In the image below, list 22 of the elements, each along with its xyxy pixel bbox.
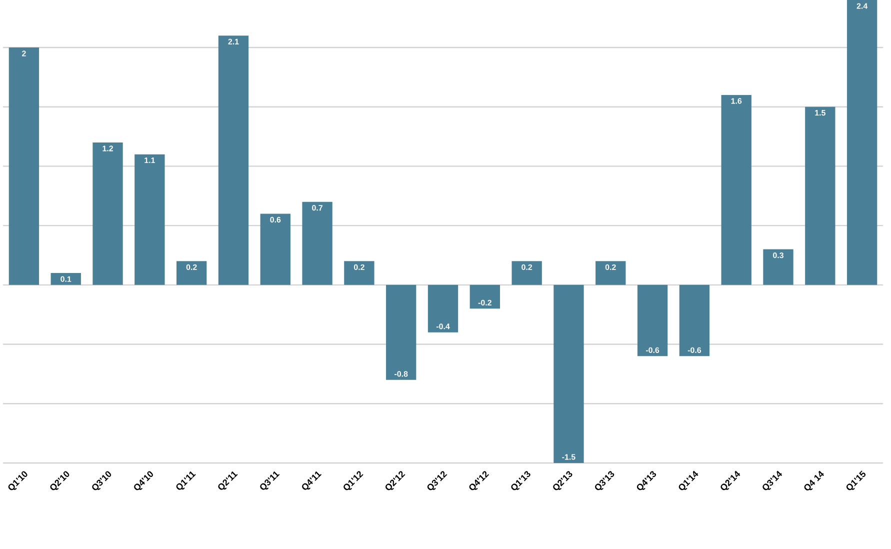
bar [344,261,374,285]
bar [763,249,794,285]
bar [805,106,836,285]
bar [176,261,207,285]
bar [846,0,878,285]
bar [8,47,40,285]
bar [637,284,668,356]
bar [554,284,584,463]
bar [50,273,81,285]
bar [260,214,290,285]
bar [470,284,500,309]
bar [721,94,752,285]
bar [134,154,165,285]
bar [386,284,416,380]
bar [218,36,249,285]
bar [596,261,626,285]
x-tick-label: Q4 14 [804,470,824,490]
bar [512,261,542,285]
bar [679,284,710,356]
bar [302,202,332,285]
bar [428,284,458,332]
bar [92,142,123,285]
